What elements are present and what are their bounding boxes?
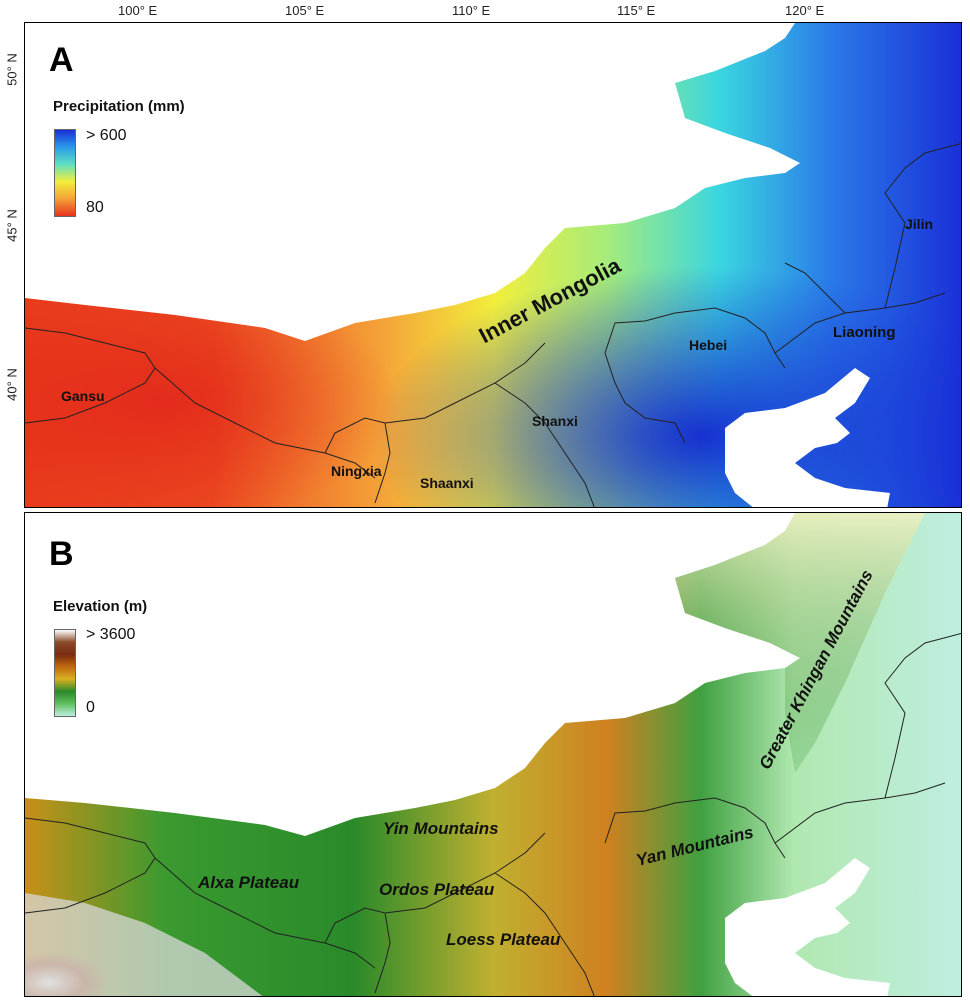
- lon-tick-120: 120° E: [785, 3, 825, 18]
- panel-a-letter: A: [49, 41, 74, 79]
- label-shanxi: Shanxi: [532, 413, 578, 429]
- dry-zone-overlay: [25, 23, 961, 507]
- bohai-sea-b: [725, 858, 890, 996]
- bohai-sea: [725, 368, 890, 507]
- precipitation-legend-min: 80: [86, 199, 104, 216]
- elevation-legend-title: Elevation (m): [53, 598, 148, 615]
- elevation-map: [25, 513, 961, 996]
- label-alxa-plateau: Alxa Plateau: [198, 873, 300, 892]
- label-ordos-plateau: Ordos Plateau: [379, 880, 495, 899]
- label-hebei: Hebei: [689, 337, 728, 353]
- label-gansu: Gansu: [61, 388, 105, 404]
- precipitation-legend-max: > 600: [86, 127, 127, 144]
- label-liaoning: Liaoning: [833, 324, 896, 341]
- lon-tick-110: 110° E: [452, 3, 491, 18]
- lon-tick-115: 115° E: [617, 3, 656, 18]
- elevation-legend-bar: [54, 629, 76, 717]
- label-yin-mountains: Yin Mountains: [383, 819, 499, 838]
- elevation-map-panel: B Elevation (m) > 3600 0 Greater Khingan…: [24, 512, 962, 997]
- snowy-peaks: [25, 893, 263, 996]
- lat-tick-50: 50° N: [4, 53, 20, 86]
- panel-b-letter: B: [49, 535, 74, 573]
- greater-khingan-highland: [675, 513, 925, 773]
- precipitation-legend-title: Precipitation (mm): [53, 98, 185, 115]
- precipitation-map-panel: A Precipitation (mm) > 600 80 Inner Mong…: [24, 22, 962, 508]
- label-ningxia: Ningxia: [331, 463, 382, 479]
- lat-tick-45: 45° N: [4, 209, 20, 242]
- lon-tick-105: 105° E: [285, 3, 325, 18]
- label-shaanxi: Shaanxi: [420, 475, 474, 491]
- elevation-legend-max: > 3600: [86, 626, 136, 643]
- label-loess-plateau: Loess Plateau: [446, 930, 561, 949]
- terrain-region: [25, 513, 961, 996]
- lon-tick-100: 100° E: [118, 3, 158, 18]
- precipitation-legend-bar: [54, 129, 76, 217]
- lat-tick-40: 40° N: [4, 368, 20, 401]
- elevation-legend-min: 0: [86, 699, 95, 716]
- label-jilin: Jilin: [905, 216, 934, 232]
- precipitation-map: [25, 23, 961, 507]
